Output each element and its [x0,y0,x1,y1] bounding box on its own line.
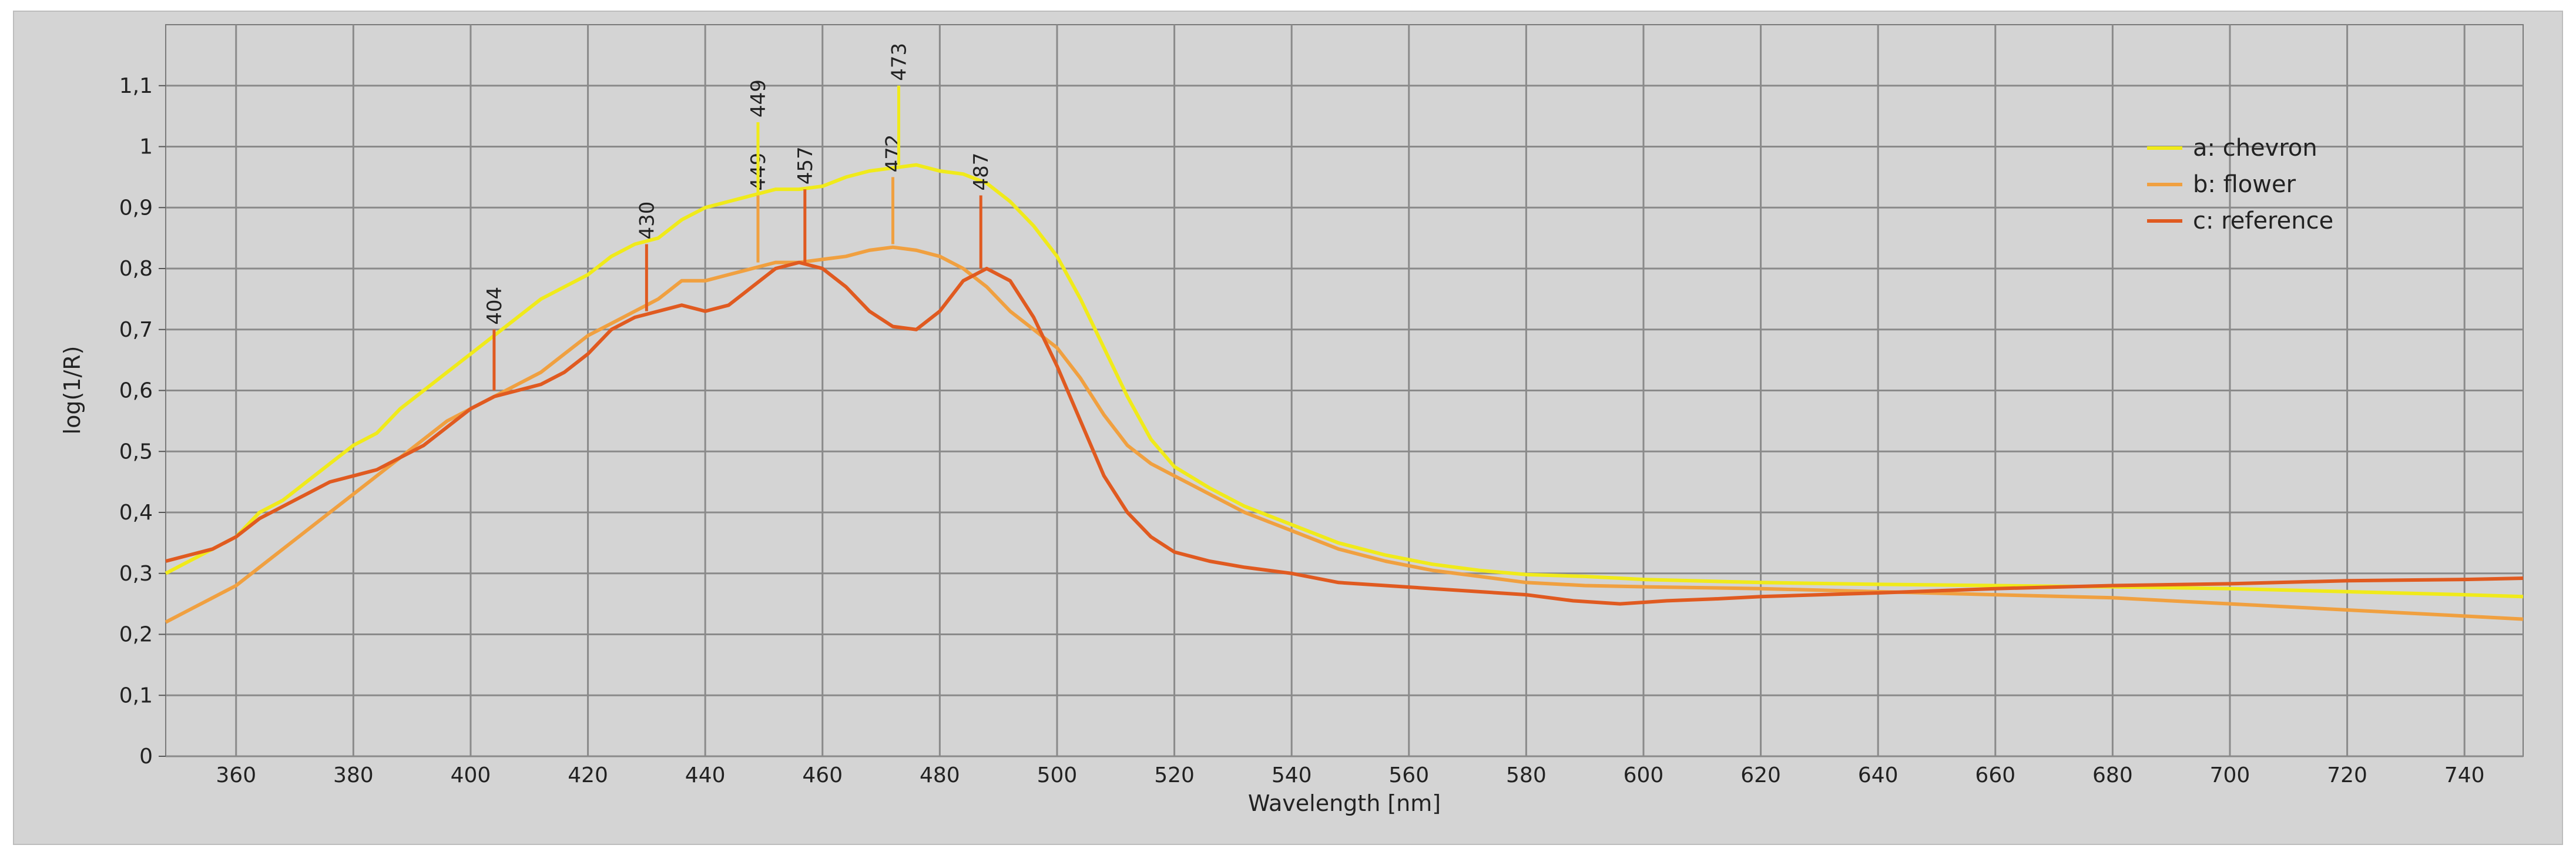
spectrum-chart: 404430449449457472473487 360380400420440… [59,24,2524,816]
grid [166,25,2523,757]
peak-label: 473 [888,43,911,81]
series-line-c [165,260,2524,606]
x-tick-label: 380 [333,763,374,787]
peak-label: 472 [882,134,905,172]
x-axis-label: Wavelength [nm] [1248,790,1441,816]
series-line-b [165,245,2524,624]
peak-label: 487 [970,153,993,191]
series-lines [165,163,2524,624]
y-tick-label: 0,5 [119,440,153,464]
x-tick-label: 500 [1037,763,1078,787]
peak-label: 430 [635,202,659,240]
x-tick-label: 440 [685,763,726,787]
x-tick-label: 360 [216,763,256,787]
y-tick-label: 0,4 [119,501,153,525]
x-tick-label: 400 [451,763,491,787]
legend: a: chevron b: flower c: reference [2147,135,2333,234]
x-tick-label: 700 [2210,763,2250,787]
x-tick-label: 600 [1624,763,1664,787]
series-line-a [165,163,2524,599]
x-tick-label: 660 [1975,763,2015,787]
legend-label: c: reference [2193,207,2333,234]
peak-label: 449 [747,79,770,118]
chart-frame: 404430449449457472473487 360380400420440… [13,11,2563,845]
x-tick-label: 640 [1858,763,1899,787]
x-tick-label: 580 [1506,763,1547,787]
x-tick-label: 680 [2092,763,2133,787]
peak-label: 404 [483,287,507,325]
x-tick-label: 720 [2327,763,2367,787]
y-tick-label: 1,1 [119,74,153,98]
y-tick-label: 0,7 [119,318,153,342]
y-tick-label: 0,1 [119,683,153,708]
y-axis-label: log(1/R) [59,346,85,435]
y-tick-label: 0,8 [119,257,153,281]
axes: 360 380 400 420 440 460 480 500 520 540 560 580 600 6… [119,74,2485,787]
x-tick-label: 740 [2444,763,2485,787]
peak-annotations: 404430449449457472473487 [483,43,993,391]
y-tick-label: 0,9 [119,196,153,220]
x-tick-label: 560 [1388,763,1429,787]
y-tick-label: 0,6 [119,379,153,403]
x-tick-label: 420 [568,763,608,787]
x-tick-label: 520 [1154,763,1195,787]
y-tick-label: 0,2 [119,623,153,647]
legend-label: a: chevron [2193,135,2317,162]
x-tick-label: 480 [920,763,960,787]
peak-label: 457 [794,146,817,185]
y-tick-label: 0,3 [119,562,153,586]
y-tick-label: 0 [139,745,153,769]
legend-label: b: flower [2193,171,2296,198]
x-tick-label: 460 [802,763,843,787]
x-tick-label: 620 [1740,763,1781,787]
x-tick-label: 540 [1272,763,1312,787]
y-tick-label: 1 [139,135,153,159]
